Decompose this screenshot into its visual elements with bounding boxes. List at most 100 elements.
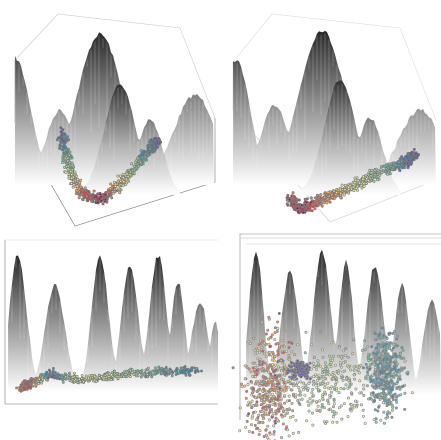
- scatter-point: [394, 353, 396, 355]
- scatter-point: [342, 350, 344, 352]
- scatter-point: [383, 399, 385, 401]
- scatter-point: [334, 364, 336, 366]
- scatter-point: [289, 382, 291, 384]
- scatter-point: [399, 375, 401, 377]
- scatter-point: [58, 147, 60, 149]
- scatter-point: [302, 371, 304, 373]
- scatter-point: [395, 399, 397, 401]
- scatter-point: [392, 385, 394, 387]
- scatter-point: [347, 415, 349, 417]
- scatter-point: [263, 398, 265, 400]
- scatter-point: [287, 204, 289, 206]
- scatter-point: [256, 390, 258, 392]
- scatter-point: [62, 381, 64, 383]
- scatter-point: [277, 327, 279, 329]
- scatter-point: [245, 390, 247, 392]
- scatter-point: [393, 367, 395, 369]
- scatter-point: [395, 361, 397, 363]
- scatter-point: [333, 388, 335, 390]
- scatter-point: [97, 193, 99, 195]
- scatter-point: [38, 383, 40, 385]
- scatter-point: [247, 404, 249, 406]
- scatter-point: [362, 367, 364, 369]
- scatter-point: [387, 411, 389, 413]
- scatter-point: [117, 175, 119, 177]
- scatter-point: [322, 394, 324, 396]
- scatter-point: [280, 397, 282, 399]
- scatter-point: [370, 345, 372, 347]
- scatter-point: [141, 369, 143, 371]
- scatter-point: [299, 210, 301, 212]
- scatter-point: [292, 432, 294, 434]
- scatter-point: [293, 374, 295, 376]
- scatter-point: [340, 356, 342, 358]
- scatter-point: [282, 423, 284, 425]
- scatter-point: [81, 198, 83, 200]
- scatter-point: [269, 433, 271, 435]
- scatter-point: [262, 395, 264, 397]
- scatter-point: [333, 403, 335, 405]
- scatter-point: [277, 351, 279, 353]
- scatter-point: [310, 402, 312, 404]
- scatter-point: [250, 371, 252, 373]
- panel-top-left: [15, 14, 215, 226]
- scatter-point: [382, 345, 384, 347]
- scatter-point: [252, 362, 254, 364]
- scatter-point: [348, 192, 350, 194]
- scatter-point: [324, 362, 326, 364]
- scatter-point: [313, 356, 315, 358]
- scatter-point: [247, 412, 249, 414]
- scatter-point: [378, 382, 380, 384]
- scatter-point: [36, 377, 38, 379]
- scatter-point: [313, 365, 315, 367]
- scatter-point: [389, 342, 391, 344]
- scatter-point: [362, 415, 364, 417]
- scatter-point: [267, 329, 269, 331]
- scatter-point: [44, 377, 46, 379]
- scatter-point: [66, 162, 68, 164]
- scatter-point: [263, 342, 265, 344]
- scatter-point: [392, 332, 394, 334]
- scatter-point: [296, 378, 298, 380]
- scatter-point: [400, 394, 402, 396]
- scatter-point: [312, 400, 314, 402]
- scatter-point: [344, 360, 346, 362]
- scatter-point: [395, 396, 397, 398]
- scatter-point: [56, 377, 58, 379]
- scatter-point: [43, 373, 45, 375]
- scatter-point: [341, 418, 343, 420]
- scatter-point: [276, 330, 278, 332]
- scatter-point: [109, 187, 111, 189]
- scatter-point: [402, 385, 404, 387]
- scatter-point: [252, 367, 254, 369]
- scatter-point: [255, 403, 257, 405]
- scatter-point: [271, 393, 273, 395]
- scatter-point: [77, 382, 79, 384]
- scatter-point: [144, 156, 146, 158]
- scatter-point: [339, 364, 341, 366]
- scatter-point: [353, 366, 355, 368]
- scatter-point: [385, 382, 387, 384]
- scatter-point: [307, 365, 309, 367]
- scatter-point: [381, 369, 383, 371]
- scatter-point: [378, 334, 380, 336]
- scatter-point: [380, 346, 382, 348]
- scatter-point: [115, 188, 117, 190]
- scatter-point: [349, 184, 351, 186]
- scatter-point: [75, 189, 77, 191]
- scatter-point: [269, 373, 271, 375]
- scatter-point: [349, 408, 351, 410]
- scatter-point: [311, 344, 313, 346]
- scatter-point: [285, 350, 287, 352]
- scatter-point: [60, 140, 62, 142]
- scatter-point: [254, 397, 256, 399]
- scatter-point: [274, 338, 276, 340]
- scatter-point: [401, 166, 403, 168]
- scatter-point: [35, 384, 37, 386]
- scatter-point: [169, 368, 171, 370]
- scatter-point: [301, 398, 303, 400]
- scatter-point: [24, 380, 26, 382]
- scatter-point: [265, 429, 267, 431]
- scatter-point: [358, 182, 360, 184]
- scatter-point: [384, 395, 386, 397]
